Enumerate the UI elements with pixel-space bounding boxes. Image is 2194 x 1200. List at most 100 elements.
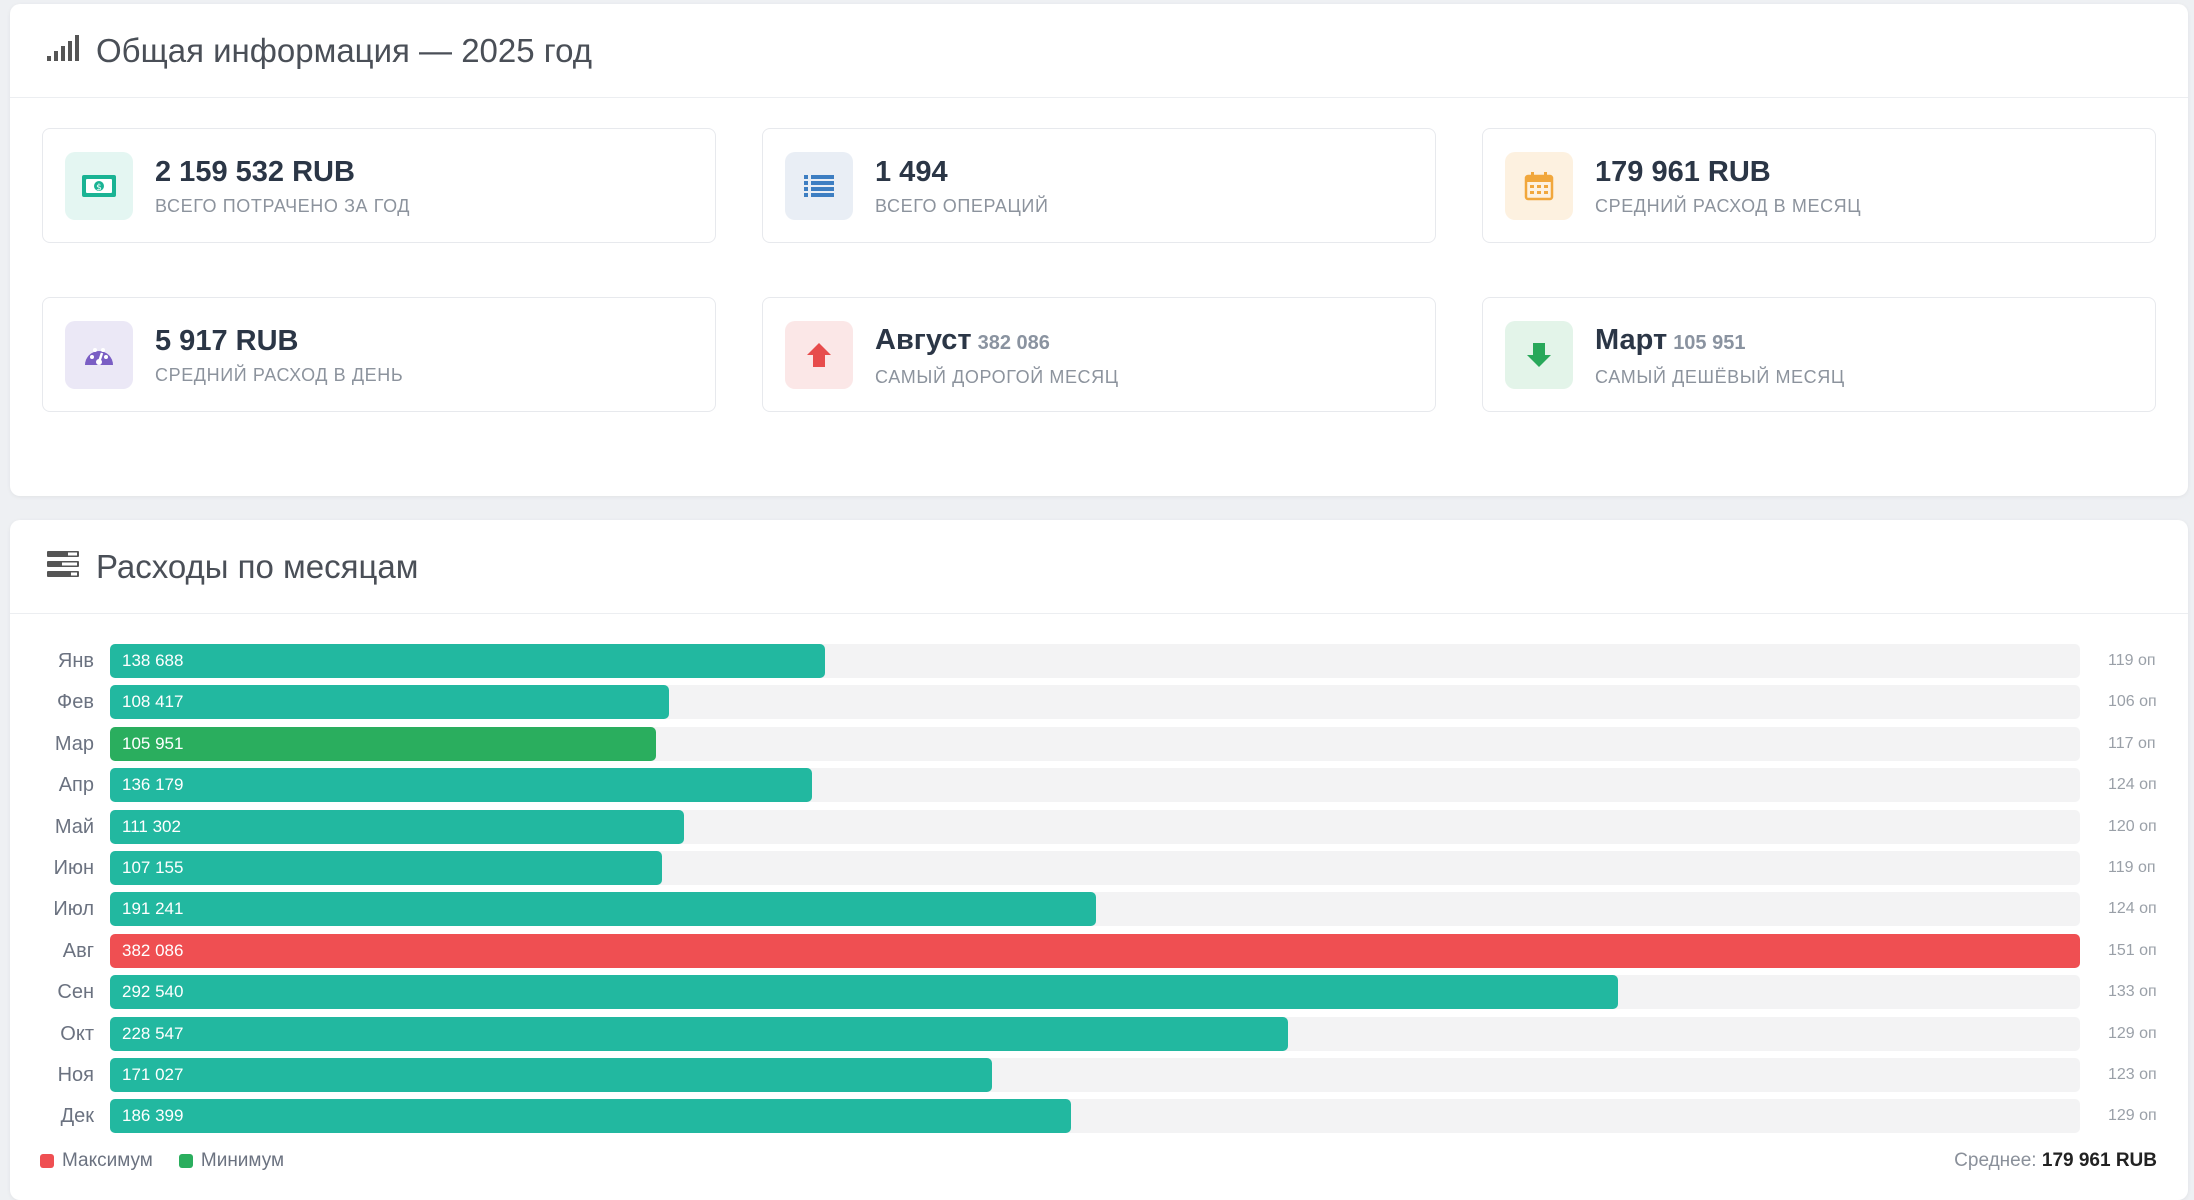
month-bar-track: 191 241 xyxy=(110,892,2080,927)
month-bar-track: 111 302 xyxy=(110,809,2080,844)
stat-card-min-month: Март 105 951 САМЫЙ ДЕШЁВЫЙ МЕСЯЦ xyxy=(1482,297,2156,412)
month-bar-track: 107 155 xyxy=(110,851,2080,885)
stat-value-text: 1 494 xyxy=(875,156,948,188)
legend-swatch-min xyxy=(178,1154,193,1168)
stat-text: Август 382 086 САМЫЙ ДОРОГОЙ МЕСЯЦ xyxy=(875,322,1119,388)
month-ops-count: 151 оп xyxy=(2108,941,2157,959)
month-value-label: 186 399 xyxy=(122,1106,184,1126)
month-bar-track: 228 547 xyxy=(110,1016,2080,1051)
month-bar: 107 155 xyxy=(110,851,662,885)
overview-card: Общая информация — 2025 год $ 2 159 532 … xyxy=(10,4,2188,496)
stat-text: 5 917 RUB СРЕДНИЙ РАСХОД В ДЕНЬ xyxy=(155,323,403,386)
stat-sub-value: 105 951 xyxy=(1673,331,1746,354)
month-ops-count: 124 оп xyxy=(2108,900,2157,918)
money-icon: $ xyxy=(65,151,133,220)
stat-value-text: 5 917 RUB xyxy=(155,325,299,357)
month-bar-track: 136 179 xyxy=(110,768,2080,803)
month-bar: 191 241 xyxy=(110,892,1096,927)
month-bar: 292 540 xyxy=(110,975,1618,1010)
month-bar-track: 186 399 xyxy=(110,1099,2080,1134)
month-ops-count: 129 оп xyxy=(2108,1024,2157,1042)
stat-card-avg-day: 5 917 RUB СРЕДНИЙ РАСХОД В ДЕНЬ xyxy=(42,297,716,412)
svg-text:$: $ xyxy=(96,183,102,193)
month-value-label: 108 417 xyxy=(122,692,184,712)
average-value: 179 961 RUB xyxy=(2041,1150,2157,1171)
month-row: Окт 228 547 129 оп xyxy=(10,1016,2188,1051)
month-value-label: 136 179 xyxy=(122,775,184,795)
month-ops-count: 123 оп xyxy=(2108,1066,2157,1083)
month-label: Авг xyxy=(62,939,94,962)
stat-value: 5 917 RUB xyxy=(155,323,403,359)
overview-title: Общая информация — 2025 год xyxy=(96,31,592,69)
month-row: Янв 138 688 119 оп xyxy=(10,644,2188,678)
legend-item-max: Максимум xyxy=(40,1150,153,1172)
month-bar-track: 382 086 xyxy=(110,933,2080,968)
month-bar: 105 951 xyxy=(110,726,656,761)
stacked-rows-icon xyxy=(46,550,80,583)
overview-header: Общая информация — 2025 год xyxy=(10,4,2188,98)
stat-value: 179 961 RUB xyxy=(1595,154,1861,190)
legend-item-min: Минимум xyxy=(178,1150,285,1172)
month-ops-count: 117 оп xyxy=(2108,734,2156,752)
average-summary: Среднее: 179 961 RUB xyxy=(1954,1150,2157,1172)
month-label: Мар xyxy=(54,732,94,755)
stat-card-avg-month: 179 961 RUB СРЕДНИЙ РАСХОД В МЕСЯЦ xyxy=(1482,128,2156,243)
stat-text: 179 961 RUB СРЕДНИЙ РАСХОД В МЕСЯЦ xyxy=(1595,154,1861,217)
month-row: Фев 108 417 106 оп xyxy=(10,685,2188,720)
stat-value-text: 2 159 532 RUB xyxy=(155,156,355,188)
arrow-down-icon xyxy=(1505,320,1573,389)
list-icon xyxy=(785,151,853,220)
month-bar-track: 105 951 xyxy=(110,726,2080,761)
month-ops-count: 106 оп xyxy=(2108,693,2157,711)
stat-value-text: Август xyxy=(875,323,972,356)
month-value-label: 382 086 xyxy=(122,940,184,960)
month-label: Июл xyxy=(53,898,94,921)
stat-value: Март 105 951 xyxy=(1595,322,1845,361)
month-row: Авг 382 086 151 оп xyxy=(10,933,2188,968)
stat-text: 2 159 532 RUB ВСЕГО ПОТРАЧЕНО ЗА ГОД xyxy=(155,154,410,217)
month-row: Дек 186 399 129 оп xyxy=(10,1099,2188,1134)
month-bar: 111 302 xyxy=(110,809,684,844)
month-bar: 186 399 xyxy=(110,1099,1071,1134)
monthly-title: Расходы по месяцам xyxy=(96,547,419,585)
stat-label: ВСЕГО ОПЕРАЦИЙ xyxy=(875,196,1049,216)
month-ops-count: 133 оп xyxy=(2108,983,2157,1001)
month-row: Июн 107 155 119 оп xyxy=(10,851,2188,885)
stat-label: САМЫЙ ДЕШЁВЫЙ МЕСЯЦ xyxy=(1595,366,1845,387)
month-bar-track: 292 540 xyxy=(110,975,2080,1010)
month-value-label: 105 951 xyxy=(122,733,184,753)
month-label: Ноя xyxy=(57,1064,94,1086)
arrow-up-icon xyxy=(785,320,853,389)
month-row: Апр 136 179 124 оп xyxy=(10,768,2188,803)
calendar-icon xyxy=(1505,151,1573,220)
stat-label: СРЕДНИЙ РАСХОД В ДЕНЬ xyxy=(155,365,404,385)
stat-label: САМЫЙ ДОРОГОЙ МЕСЯЦ xyxy=(875,366,1119,387)
average-label: Среднее: xyxy=(1954,1150,2037,1171)
month-label: Май xyxy=(54,815,94,838)
month-label: Сен xyxy=(57,981,94,1004)
stat-value: 2 159 532 RUB xyxy=(155,154,410,190)
month-bar: 228 547 xyxy=(110,1016,1288,1051)
month-row: Июл 191 241 124 оп xyxy=(10,892,2188,927)
month-ops-count: 129 оп xyxy=(2108,1107,2157,1125)
month-bar: 108 417 xyxy=(110,685,669,720)
month-label: Фев xyxy=(57,691,94,714)
month-value-label: 138 688 xyxy=(122,651,184,670)
month-bar-track: 108 417 xyxy=(110,685,2080,720)
month-bar-track: 171 027 xyxy=(110,1058,2080,1092)
month-value-label: 111 302 xyxy=(122,816,181,836)
month-row: Май 111 302 120 оп xyxy=(10,809,2188,844)
month-label: Дек xyxy=(60,1105,94,1128)
month-bar: 138 688 xyxy=(110,644,825,678)
month-value-label: 292 540 xyxy=(122,982,184,1002)
month-label: Июн xyxy=(53,857,94,879)
month-row: Сен 292 540 133 оп xyxy=(10,975,2188,1010)
month-label: Окт xyxy=(60,1022,94,1045)
stat-sub-value: 382 086 xyxy=(977,331,1050,354)
month-bar-track: 138 688 xyxy=(110,644,2080,678)
month-row: Ноя 171 027 123 оп xyxy=(10,1058,2188,1092)
legend-label-min: Минимум xyxy=(200,1150,285,1171)
stat-label: СРЕДНИЙ РАСХОД В МЕСЯЦ xyxy=(1595,196,1862,216)
stat-value: 1 494 xyxy=(875,154,1049,190)
stat-label: ВСЕГО ПОТРАЧЕНО ЗА ГОД xyxy=(155,196,411,216)
